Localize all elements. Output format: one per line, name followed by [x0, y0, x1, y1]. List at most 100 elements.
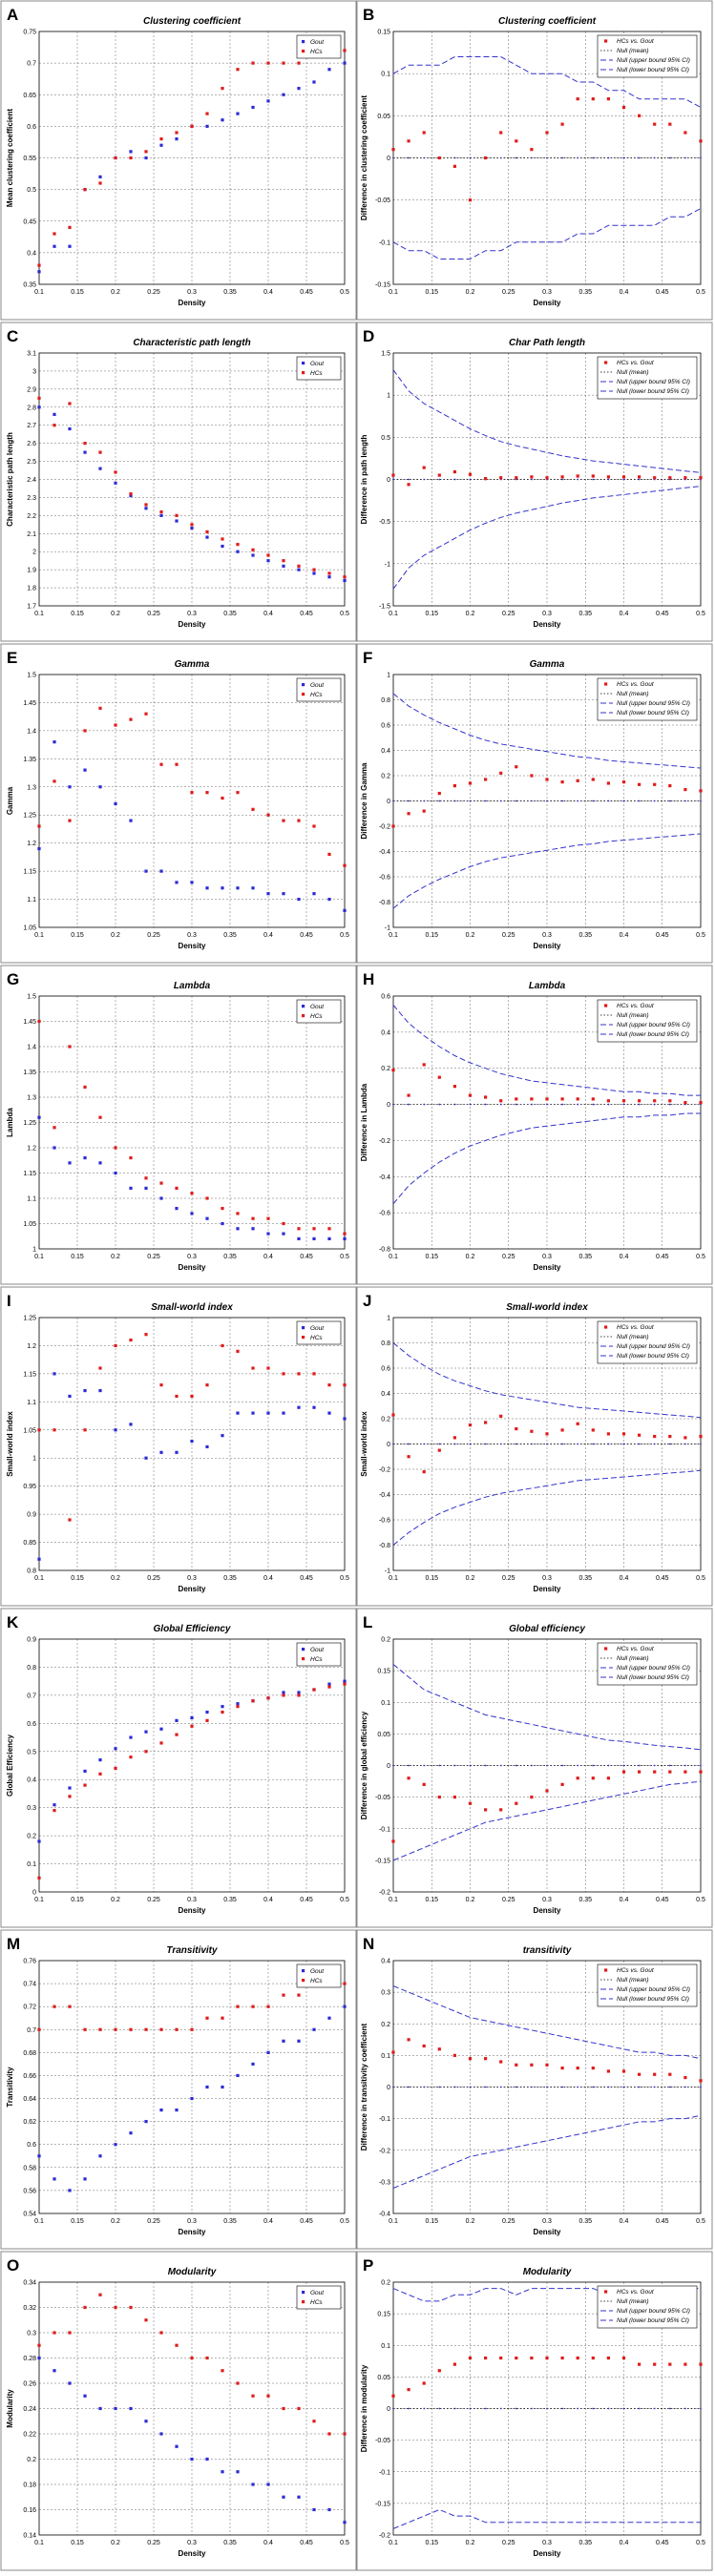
- x-tick-label: 0.3: [187, 2218, 197, 2225]
- point-difference: [606, 475, 610, 479]
- panel-f: F Gamma 0.1 0.15 0.2 0.25 0.3 0.35 0.4 0.45 0.5 -1 -…: [356, 643, 713, 964]
- panel-letter: I: [7, 1292, 11, 1310]
- x-tick-label: 0.5: [340, 1897, 349, 1903]
- y-axis-label: Small-world index: [6, 1411, 14, 1477]
- x-tick-label: 0.3: [542, 1575, 552, 1582]
- legend-label: HCs vs. Gout: [617, 360, 655, 366]
- point-hcs: [297, 1693, 301, 1697]
- null-mean-point: [469, 800, 472, 802]
- null-mean-point: [408, 2407, 410, 2410]
- x-tick-label: 0.15: [71, 2540, 84, 2546]
- point-hcs: [144, 2027, 148, 2031]
- point-gout: [53, 244, 56, 248]
- point-hcs: [221, 2016, 224, 2020]
- point-difference: [499, 2060, 503, 2064]
- y-tick-label: 0.05: [377, 2375, 390, 2381]
- point-gout: [129, 1423, 133, 1426]
- y-tick-label: 0.05: [377, 114, 390, 120]
- y-tick-label: 0.16: [23, 2507, 36, 2514]
- null-mean-point: [622, 2407, 625, 2410]
- point-hcs: [175, 762, 179, 766]
- point-gout: [297, 568, 301, 571]
- legend-box: [296, 356, 342, 381]
- point-hcs: [251, 1366, 255, 1370]
- legend-marker: [604, 1325, 608, 1329]
- y-tick-label: 0.6: [27, 124, 36, 131]
- legend-label: HCs vs. Gout: [617, 1967, 655, 1974]
- null-mean-point: [469, 478, 472, 481]
- point-difference: [484, 156, 488, 160]
- point-gout: [343, 908, 347, 912]
- point-gout: [251, 886, 255, 890]
- legend-label: Null (mean): [617, 1655, 649, 1662]
- legend-label: Null (lower bound 95% CI): [617, 1353, 689, 1360]
- x-tick-label: 0.3: [542, 2218, 552, 2225]
- y-tick-label: 0.6: [381, 1366, 390, 1373]
- null-mean-point: [653, 1103, 656, 1106]
- y-tick-label: -0.15: [375, 2501, 390, 2507]
- point-gout: [297, 1236, 301, 1240]
- y-axis-label: Difference in Gamma: [360, 762, 368, 840]
- point-hcs: [37, 396, 41, 400]
- point-difference: [391, 2394, 395, 2398]
- point-difference: [699, 2362, 703, 2366]
- x-tick-label: 0.2: [111, 611, 120, 617]
- point-hcs: [205, 112, 209, 115]
- x-tick-label: 0.45: [300, 611, 313, 617]
- x-tick-label: 0.4: [263, 2540, 273, 2546]
- point-difference: [468, 198, 473, 202]
- x-axis-label: Density: [179, 1585, 206, 1593]
- y-tick-label: 1.35: [23, 757, 36, 763]
- x-tick-label: 0.35: [578, 2540, 592, 2546]
- x-tick-label: 0.2: [466, 2218, 475, 2225]
- point-gout: [343, 2521, 347, 2524]
- y-tick-label: 0.18: [23, 2483, 36, 2489]
- null-mean-point: [423, 478, 426, 481]
- null-lower-bound-line: [392, 2508, 701, 2529]
- point-gout: [190, 881, 194, 884]
- y-tick-label: 0.2: [27, 1834, 36, 1840]
- x-tick-label: 0.25: [502, 1897, 515, 1903]
- null-mean-point: [700, 2086, 702, 2088]
- point-hcs: [327, 571, 331, 575]
- y-tick-label: -0.2: [379, 2533, 390, 2540]
- x-axis-label: Density: [179, 942, 206, 950]
- panel-c: C Characteristic path length 0.1 0.15 0.2 0.2…: [0, 322, 357, 642]
- y-tick-label: 2.5: [27, 459, 36, 466]
- null-mean-point: [408, 1764, 410, 1767]
- x-axis-label: Density: [179, 1906, 206, 1915]
- point-gout: [190, 2457, 194, 2462]
- point-hcs: [53, 2005, 56, 2008]
- point-gout: [236, 1227, 240, 1231]
- point-gout: [312, 80, 316, 84]
- point-hcs: [327, 1227, 331, 1231]
- null-mean-point: [515, 1443, 517, 1445]
- null-mean-point: [531, 1103, 533, 1106]
- point-difference: [699, 476, 703, 480]
- legend-marker: [604, 682, 608, 686]
- panel-k: K Global Efficiency 0.1 0.15 0.2 0.25 0.3 0.35 0…: [0, 1608, 357, 1928]
- null-mean-point: [668, 1443, 671, 1445]
- legend-label: HCs vs. Gout: [617, 2289, 655, 2296]
- y-tick-label: 0.1: [381, 2053, 390, 2060]
- point-gout: [159, 1727, 163, 1731]
- x-tick-label: 0.15: [71, 1897, 84, 1903]
- y-tick-label: 0.4: [381, 1959, 390, 1965]
- point-gout: [114, 481, 117, 485]
- panel-l: L Global efficiency 0.1 0.15 0.2 0.25 0.3 0.35 0…: [356, 1608, 713, 1928]
- null-lower-bound-line: [392, 208, 702, 260]
- point-hcs: [83, 1085, 87, 1089]
- null-mean-point: [561, 478, 563, 481]
- point-difference: [499, 1808, 503, 1812]
- y-tick-label: -0.2: [379, 2148, 390, 2154]
- point-gout: [343, 1679, 347, 1683]
- chart-title: Global efficiency: [509, 1624, 585, 1634]
- y-tick-label: 0.2: [381, 1417, 390, 1423]
- chart-title: Global Efficiency: [154, 1624, 231, 1634]
- x-axis-label: Density: [179, 299, 206, 307]
- legend-marker: [302, 362, 305, 365]
- y-tick-label: 2: [32, 550, 36, 556]
- x-tick-label: 0.25: [147, 1575, 160, 1582]
- point-hcs: [114, 2305, 117, 2310]
- point-gout: [37, 1557, 41, 1561]
